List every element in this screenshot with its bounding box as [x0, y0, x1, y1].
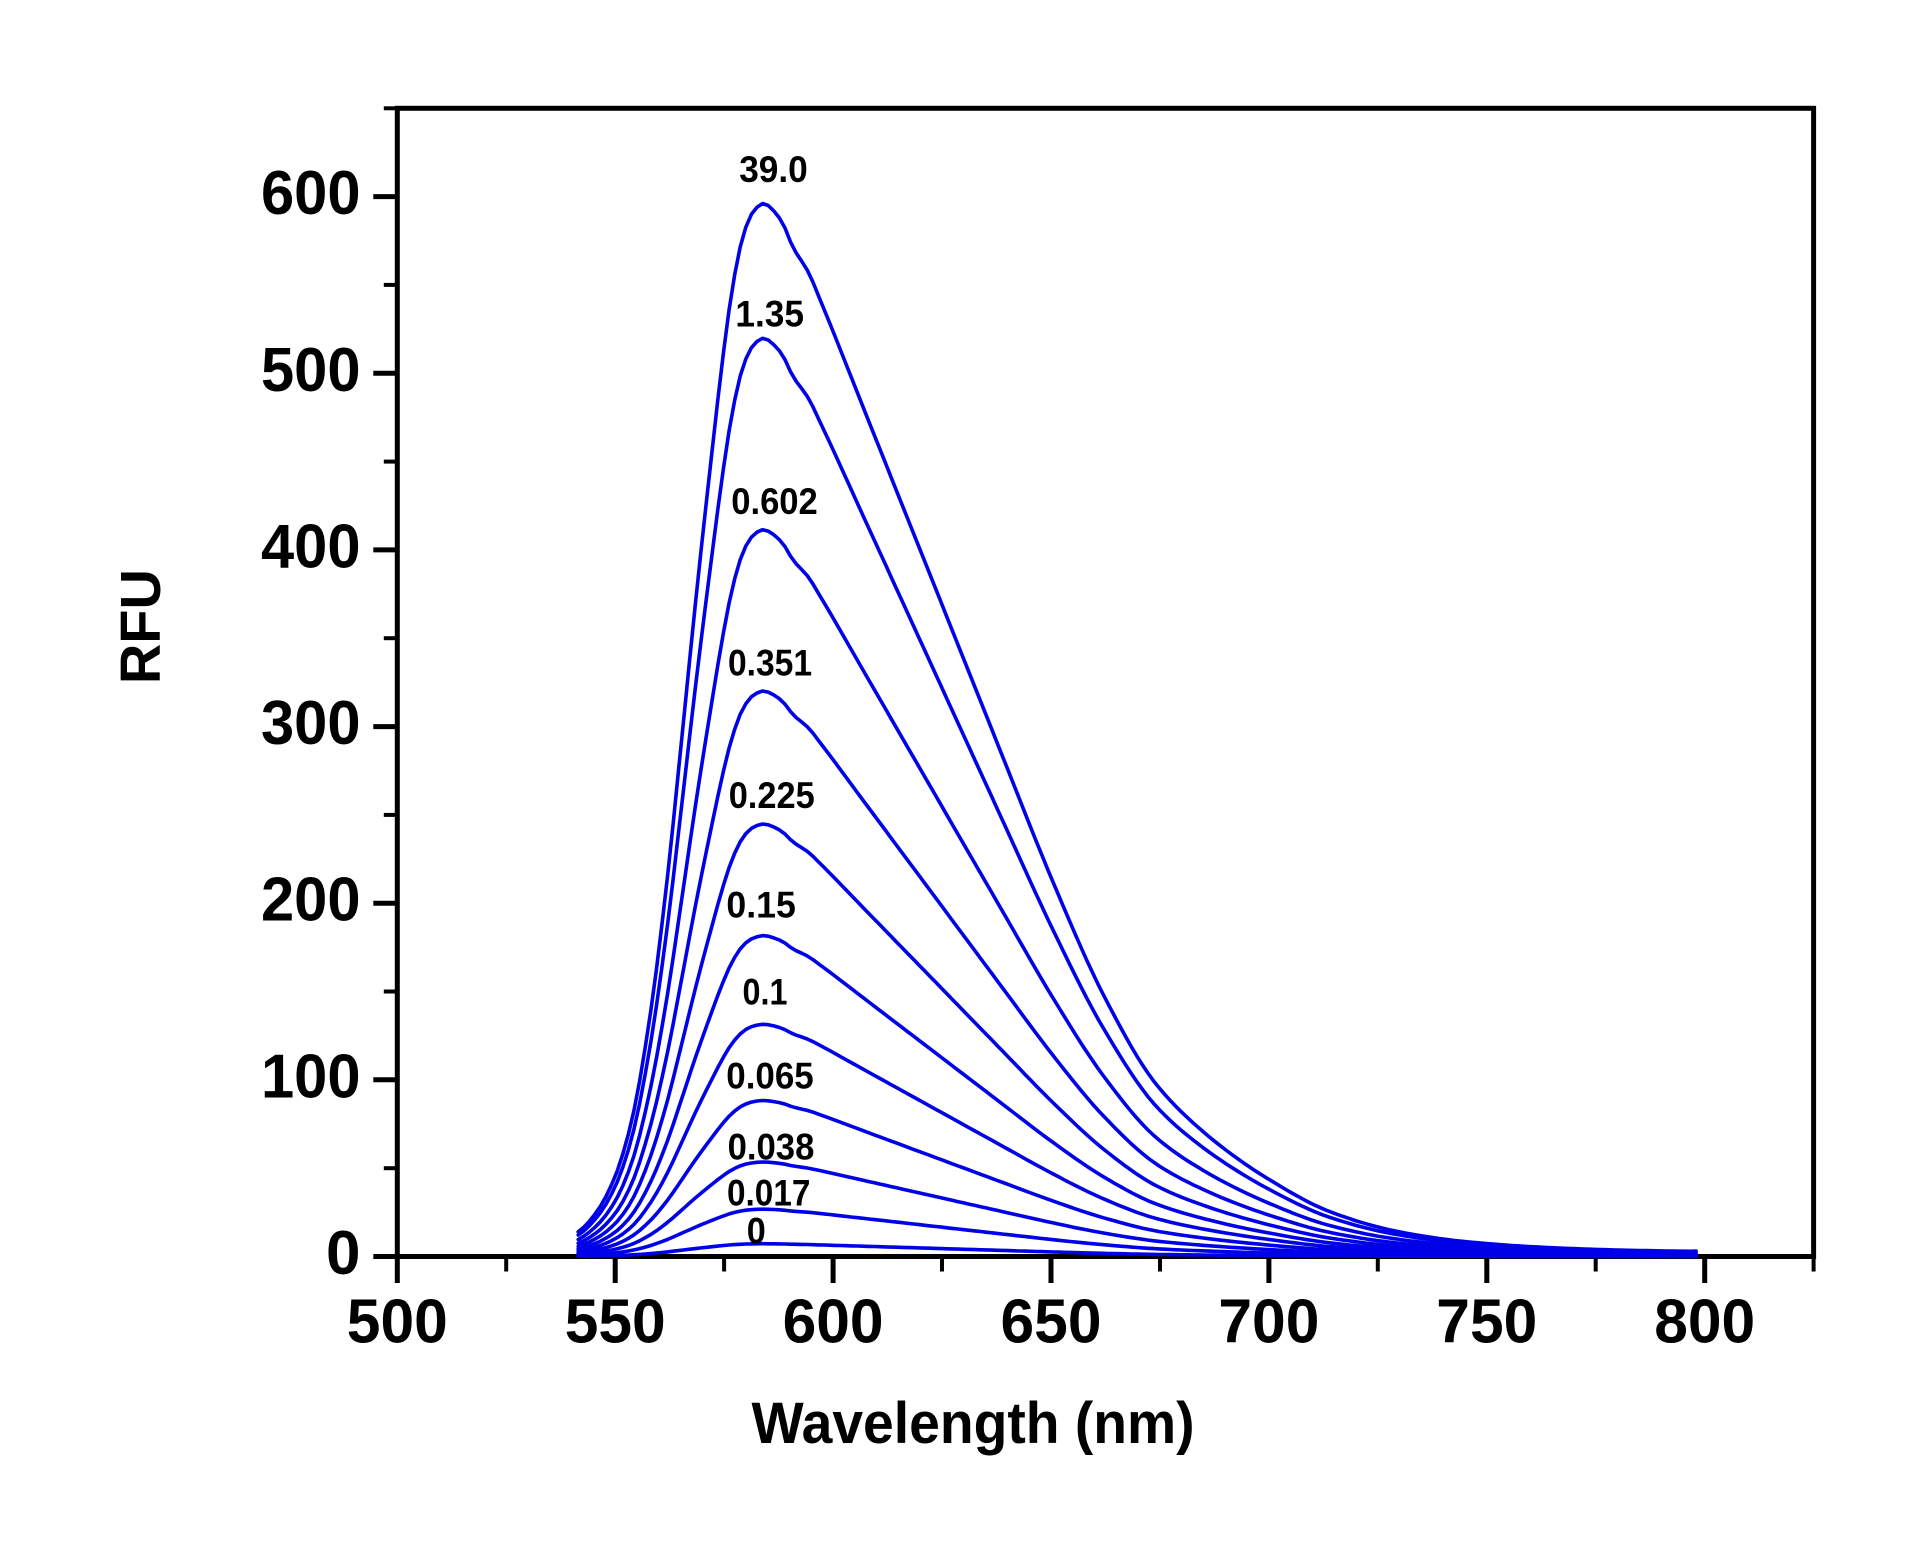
svg-text:0.017: 0.017	[727, 1172, 810, 1213]
svg-text:0.038: 0.038	[728, 1127, 815, 1168]
svg-text:100: 100	[261, 1042, 361, 1111]
svg-text:RFU: RFU	[109, 569, 173, 684]
svg-text:500: 500	[261, 336, 361, 405]
svg-text:300: 300	[261, 689, 361, 758]
svg-text:0.1: 0.1	[743, 972, 788, 1013]
svg-text:39.0: 39.0	[739, 149, 808, 190]
svg-text:500: 500	[347, 1288, 448, 1357]
svg-text:0.15: 0.15	[726, 884, 795, 925]
svg-text:600: 600	[783, 1288, 884, 1357]
svg-text:750: 750	[1436, 1288, 1537, 1357]
svg-text:200: 200	[261, 866, 361, 935]
svg-text:0.351: 0.351	[728, 643, 812, 684]
svg-text:Wavelength (nm): Wavelength (nm)	[752, 1391, 1195, 1456]
svg-text:1.35: 1.35	[735, 293, 804, 334]
svg-text:600: 600	[261, 159, 361, 228]
svg-text:800: 800	[1654, 1288, 1755, 1357]
svg-text:550: 550	[565, 1288, 666, 1357]
svg-text:0.065: 0.065	[726, 1055, 813, 1096]
svg-text:0: 0	[326, 1219, 360, 1288]
svg-text:0: 0	[747, 1211, 766, 1252]
svg-text:0.225: 0.225	[729, 775, 815, 816]
svg-text:700: 700	[1218, 1288, 1319, 1357]
svg-text:650: 650	[1001, 1288, 1102, 1357]
svg-text:400: 400	[261, 512, 361, 581]
svg-text:0.602: 0.602	[731, 481, 818, 522]
